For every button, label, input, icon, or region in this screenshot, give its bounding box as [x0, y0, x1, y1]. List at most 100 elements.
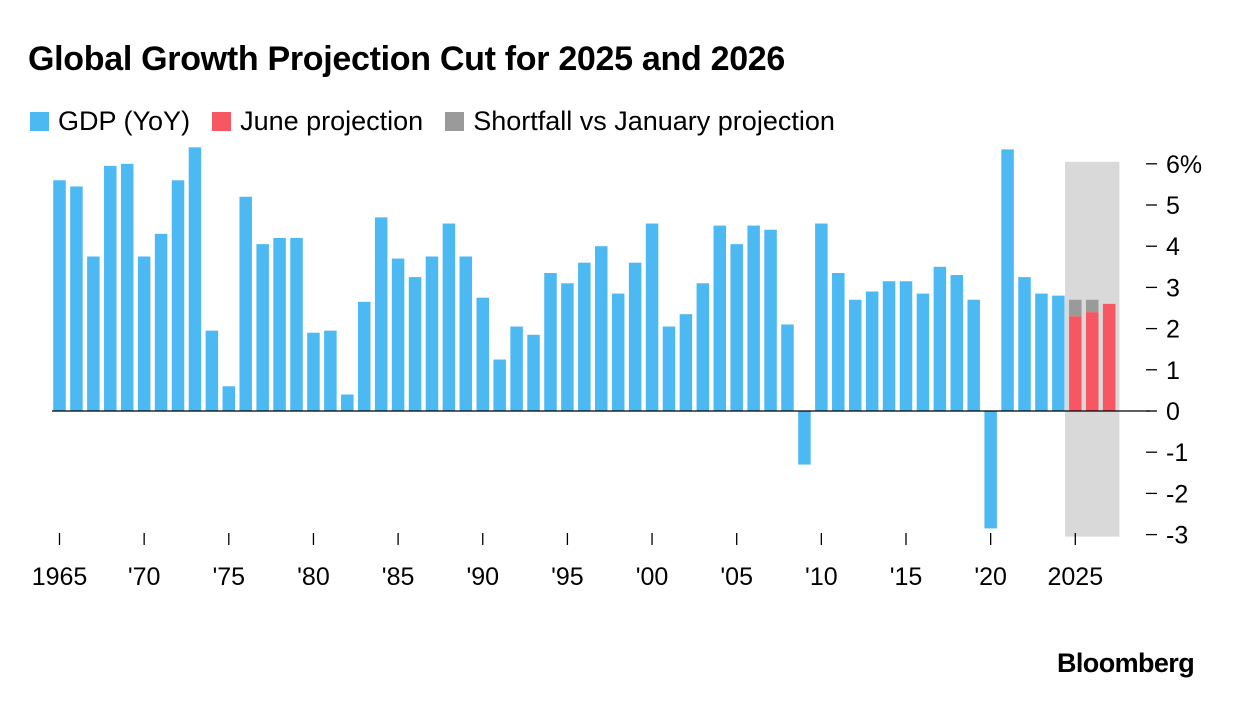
x-tick-label-2010: '10	[805, 563, 838, 591]
gdp-bar-1992	[510, 326, 523, 411]
gdp-bar-2002	[679, 314, 693, 411]
bloomberg-logo: Bloomberg	[1057, 648, 1195, 678]
y-tick-label-0: 6%	[1166, 151, 1202, 179]
gdp-bar-2004	[713, 225, 727, 411]
gdp-bar-2016	[916, 293, 930, 411]
gdp-bar-1995	[561, 283, 574, 411]
x-tick-label-1980: '80	[297, 563, 330, 591]
gdp-bar-1979	[290, 237, 303, 411]
chart-legend: GDP (YoY) June projection Shortfall vs J…	[30, 106, 857, 137]
gdp-bar-1990	[476, 297, 489, 411]
gdp-bar-1993	[527, 334, 540, 411]
gdp-bar-2017	[933, 266, 947, 411]
y-tick-label-4: 2	[1166, 316, 1180, 344]
gdp-bar-2021	[1001, 149, 1014, 411]
gdp-bar-1977	[256, 244, 269, 411]
gdp-bar-2003	[696, 283, 710, 411]
gdp-bar-1975	[222, 386, 236, 411]
june-projection-bar-2026	[1085, 312, 1099, 411]
gdp-bar-1970	[137, 256, 151, 411]
gdp-bar-1972	[171, 180, 185, 411]
gdp-bar-1982	[341, 394, 354, 411]
y-tick-label-3: 3	[1166, 274, 1180, 302]
gdp-bar-2023	[1035, 293, 1048, 411]
gdp-bar-1968	[104, 165, 117, 411]
y-tick-label-2: 4	[1166, 233, 1180, 261]
legend-swatch-gdp	[30, 112, 49, 131]
gdp-bar-1984	[374, 217, 388, 411]
gdp-bar-2011	[832, 272, 845, 411]
x-tick-label-1975: '75	[213, 563, 246, 591]
gdp-bar-1971	[154, 233, 168, 411]
gdp-bar-2020	[984, 411, 997, 529]
x-tick-label-1985: '85	[382, 563, 415, 591]
gdp-bar-2007	[764, 229, 777, 411]
gdp-bar-2012	[848, 299, 862, 411]
gdp-bar-2010	[815, 223, 828, 411]
x-tick-label-1990: '90	[466, 563, 499, 591]
gdp-bar-1983	[357, 301, 371, 411]
x-tick-label-2020: '20	[974, 563, 1007, 591]
june-projection-bar-2025	[1069, 316, 1082, 411]
june-projection-bar-2027	[1102, 303, 1116, 411]
y-tick-label-8: -2	[1166, 480, 1188, 508]
gdp-bar-1988	[442, 223, 456, 411]
y-tick-label-6: 0	[1166, 398, 1180, 426]
y-tick-label-7: -1	[1166, 439, 1188, 467]
gdp-bar-1991	[493, 359, 506, 411]
legend-item-june-projection: June projection	[212, 106, 423, 137]
legend-swatch-shortfall	[445, 112, 465, 131]
gdp-bar-2019	[967, 299, 980, 411]
gdp-bar-1981	[324, 330, 337, 411]
gdp-bar-2006	[747, 225, 760, 411]
gdp-bar-1974	[205, 330, 219, 411]
gdp-bar-2015	[899, 281, 913, 411]
x-tick-label-1965: 1965	[32, 563, 88, 591]
gdp-bar-2022	[1018, 277, 1031, 411]
gdp-bar-1969	[120, 163, 134, 411]
gdp-bar-1965	[53, 180, 66, 411]
legend-item-gdp: GDP (YoY)	[30, 106, 190, 137]
gdp-bar-1997	[595, 246, 608, 411]
gdp-bar-1973	[188, 147, 202, 411]
gdp-bar-1987	[425, 256, 439, 411]
gdp-bar-1989	[459, 256, 473, 411]
x-tick-label-2025: 2025	[1047, 563, 1103, 591]
legend-item-shortfall: Shortfall vs January projection	[445, 106, 835, 137]
gdp-bar-1966	[70, 186, 83, 411]
x-tick-label-2015: '15	[890, 563, 923, 591]
gdp-bar-2000	[645, 223, 659, 411]
gdp-bar-2008	[781, 324, 794, 411]
gdp-bar-2009	[798, 411, 811, 465]
gdp-bar-1999	[628, 262, 642, 411]
gdp-bar-1998	[611, 293, 625, 411]
gdp-bar-1980	[307, 332, 320, 411]
gdp-bar-2005	[730, 244, 743, 411]
gdp-bar-1986	[408, 277, 422, 411]
gdp-bar-1994	[544, 272, 557, 411]
gdp-bar-1976	[239, 196, 252, 411]
legend-label-shortfall: Shortfall vs January projection	[473, 106, 835, 136]
x-tick-label-1970: '70	[128, 563, 161, 591]
y-tick-label-1: 5	[1166, 192, 1180, 220]
y-tick-label-9: -3	[1166, 522, 1188, 550]
legend-label-gdp: GDP (YoY)	[58, 106, 191, 136]
gdp-bar-1985	[391, 258, 405, 411]
gdp-bar-1996	[578, 262, 591, 411]
gdp-bar-1978	[273, 237, 286, 411]
legend-label-june-projection: June projection	[240, 106, 424, 136]
gdp-bar-2018	[950, 275, 964, 411]
chart-title: Global Growth Projection Cut for 2025 an…	[28, 40, 786, 78]
x-tick-label-1995: '95	[551, 563, 584, 591]
gdp-bar-2001	[662, 326, 676, 411]
gdp-bar-2014	[882, 281, 896, 411]
shortfall-bar-2026	[1085, 299, 1099, 313]
x-tick-label-2000: '00	[636, 563, 669, 591]
gdp-bar-2013	[865, 291, 879, 411]
shortfall-bar-2025	[1069, 299, 1082, 317]
gdp-bar-2024	[1052, 295, 1065, 411]
y-tick-label-5: 1	[1166, 357, 1180, 385]
gdp-bar-1967	[87, 256, 100, 411]
x-tick-label-2005: '05	[720, 563, 753, 591]
